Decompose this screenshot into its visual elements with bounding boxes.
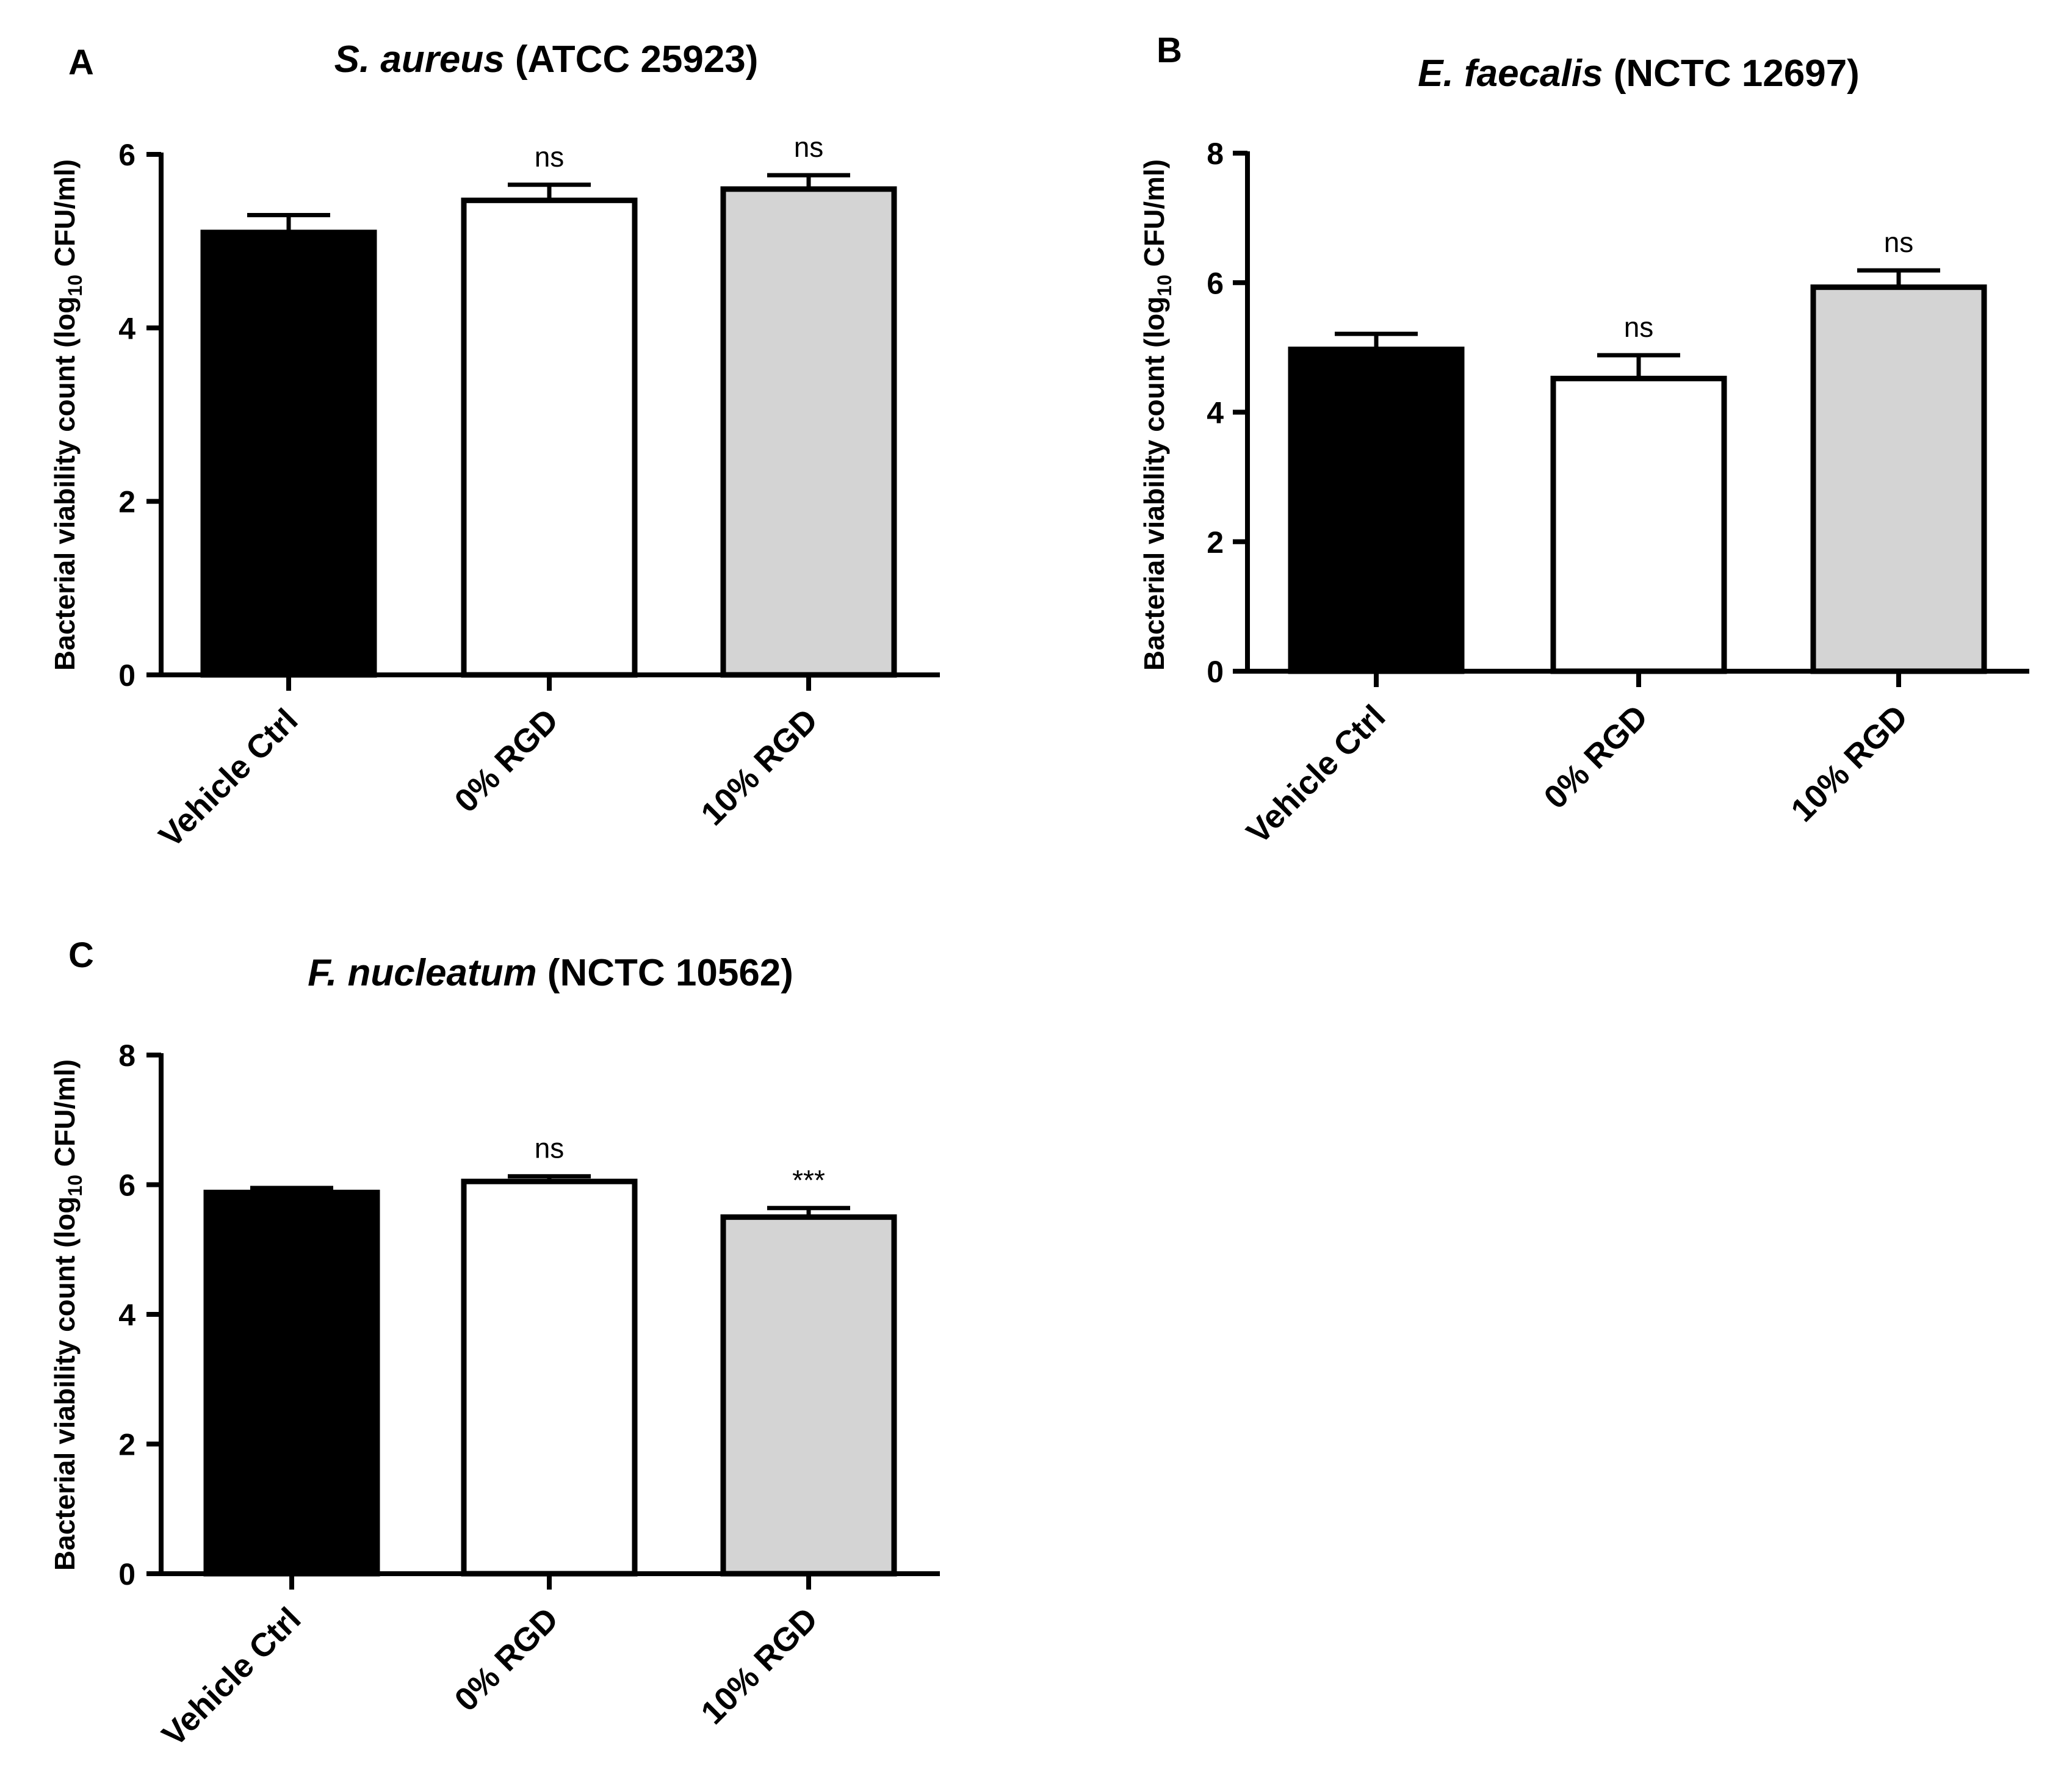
x-tick-label: Vehicle Ctrl [1240, 698, 1392, 851]
y-axis-label-post: CFU/ml) [1138, 159, 1170, 275]
y-tick-label: 0 [118, 1557, 135, 1591]
chart-title: S. aureus (ATCC 25923) [334, 38, 759, 81]
x-tick-label: 0% RGD [447, 702, 565, 819]
bar [720, 186, 897, 678]
bar [1288, 347, 1465, 674]
y-tick-label: 4 [118, 311, 135, 345]
y-axis-label-pre: Bacterial viability count (log [49, 1197, 81, 1571]
x-tick-label: 10% RGD [694, 1601, 825, 1731]
chart-title-strain: (NCTC 12697) [1603, 52, 1859, 95]
y-tick-label: 2 [1207, 525, 1224, 560]
bar [461, 1178, 638, 1577]
y-axis-label: Bacterial viability count (log10 CFU/ml) [49, 1059, 86, 1571]
y-tick-label: 0 [1207, 655, 1224, 689]
panel-letter: C [68, 935, 94, 975]
y-axis-label-sub: 10 [64, 1175, 86, 1197]
significance-label: ns [1624, 311, 1654, 343]
significance-label: *** [792, 1164, 825, 1196]
chart-panel-c: C F. nucleatum (NCTC 10562) Bacterial viab… [49, 935, 940, 1753]
chart-title-strain: (ATCC 25923) [505, 38, 759, 81]
y-tick-label: 4 [1207, 396, 1224, 430]
x-tick-label: 10% RGD [694, 702, 825, 832]
significance-label: ns [535, 141, 565, 173]
y-axis-label-sub: 10 [64, 275, 86, 297]
significance-label: ns [1884, 226, 1914, 258]
y-tick-label: 4 [118, 1298, 135, 1332]
chart-title-strain: (NCTC 10562) [537, 952, 793, 994]
y-tick-label: 6 [118, 1169, 135, 1203]
y-tick-label: 8 [1207, 137, 1224, 171]
bar [461, 197, 638, 678]
panel-letter: A [68, 43, 94, 82]
significance-label: ns [794, 131, 824, 163]
significance-label: ns [535, 1133, 565, 1164]
y-axis-label-sub: 10 [1153, 275, 1175, 297]
y-axis-label-post: CFU/ml) [49, 1059, 81, 1175]
y-tick-label: 2 [118, 485, 135, 519]
chart-title-species: E. faecalis [1418, 52, 1603, 95]
y-axis-label-pre: Bacterial viability count (log [49, 297, 81, 671]
chart-title-species: F. nucleatum [308, 952, 537, 994]
bar [720, 1214, 897, 1577]
bar [203, 1189, 380, 1577]
chart-panel-b: B E. faecalis (NCTC 12697) Bacterial viabi… [1138, 31, 2029, 851]
x-tick-label: 0% RGD [1537, 698, 1655, 816]
x-tick-label: 0% RGD [447, 1601, 565, 1718]
y-tick-label: 6 [1207, 266, 1224, 300]
y-tick-label: 0 [118, 658, 135, 693]
chart-title: F. nucleatum (NCTC 10562) [308, 952, 793, 994]
y-axis-label-post: CFU/ml) [49, 159, 81, 275]
y-axis-label-pre: Bacterial viability count (log [1138, 297, 1170, 671]
y-tick-label: 6 [118, 138, 135, 172]
chart-title: E. faecalis (NCTC 12697) [1418, 52, 1860, 95]
chart-panel-a: A S. aureus (ATCC 25923) Bacterial viabili… [49, 38, 940, 854]
x-tick-label: Vehicle Ctrl [152, 702, 305, 854]
bar [1810, 284, 1987, 674]
y-tick-label: 2 [118, 1428, 135, 1462]
chart-title-species: S. aureus [334, 38, 505, 81]
bar [200, 229, 377, 678]
y-tick-label: 8 [118, 1039, 135, 1073]
panel-letter: B [1157, 31, 1182, 70]
y-axis-label: Bacterial viability count (log10 CFU/ml) [49, 159, 86, 671]
bar [1550, 375, 1727, 674]
x-tick-label: Vehicle Ctrl [155, 1601, 308, 1753]
y-axis-label: Bacterial viability count (log10 CFU/ml) [1138, 159, 1175, 671]
x-tick-label: 10% RGD [1784, 698, 1915, 829]
